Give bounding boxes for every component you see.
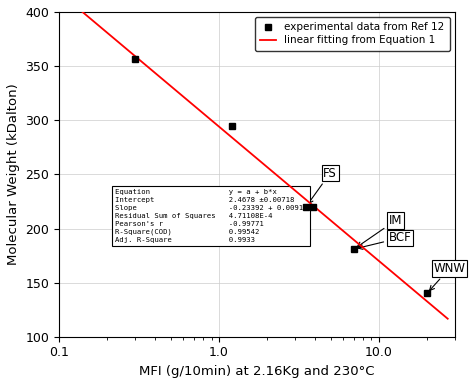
- linear fitting from Equation 1: [294, 189, 300, 194]
- experimental data from Ref 12: [310, 204, 316, 209]
- Text: Equation                  y = a + b*x
Intercept                 2.4678 ±0.00718
: Equation y = a + b*x Intercept 2.4678 ±0…: [115, 189, 307, 243]
- linear fitting from Equation 1: [387, 268, 392, 272]
- Text: IM: IM: [357, 214, 402, 247]
- X-axis label: MFI (g/10min) at 2.16Kg and 230°C: MFI (g/10min) at 2.16Kg and 230°C: [139, 365, 375, 378]
- Text: WNW: WNW: [429, 262, 465, 290]
- Line: linear fitting from Equation 1: linear fitting from Equation 1: [77, 8, 448, 319]
- Line: experimental data from Ref 12: experimental data from Ref 12: [132, 55, 430, 297]
- experimental data from Ref 12: [133, 56, 138, 61]
- linear fitting from Equation 1: [76, 7, 82, 11]
- linear fitting from Equation 1: [74, 5, 80, 10]
- experimental data from Ref 12: [229, 123, 235, 128]
- Text: FS: FS: [308, 167, 337, 204]
- linear fitting from Equation 1: [410, 287, 416, 292]
- experimental data from Ref 12: [424, 291, 430, 296]
- experimental data from Ref 12: [351, 247, 357, 251]
- Text: BCF: BCF: [358, 231, 411, 249]
- linear fitting from Equation 1: [295, 191, 301, 195]
- Y-axis label: Molecular Weight (kDalton): Molecular Weight (kDalton): [7, 84, 20, 265]
- experimental data from Ref 12: [303, 204, 309, 209]
- linear fitting from Equation 1: [301, 196, 307, 200]
- linear fitting from Equation 1: [445, 316, 451, 321]
- Legend: experimental data from Ref 12, linear fitting from Equation 1: experimental data from Ref 12, linear fi…: [255, 17, 450, 51]
